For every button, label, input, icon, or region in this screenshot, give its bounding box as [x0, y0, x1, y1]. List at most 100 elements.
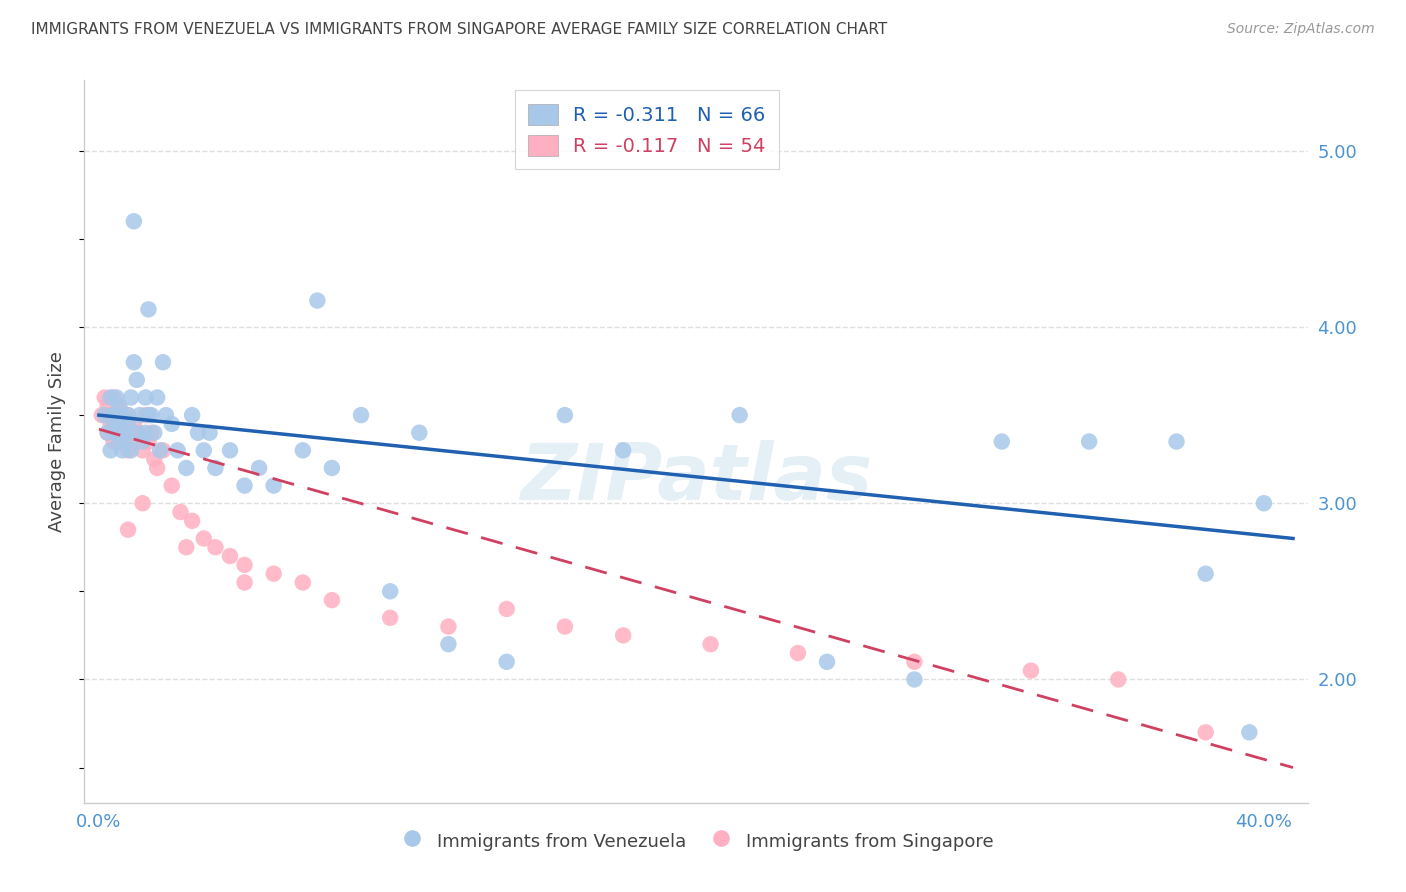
- Point: [181, 408, 204, 422]
- Point: [1239, 725, 1261, 739]
- Point: [233, 478, 256, 492]
- Point: [1195, 566, 1218, 581]
- Point: [169, 505, 191, 519]
- Y-axis label: Average Family Size: Average Family Size: [48, 351, 66, 532]
- Point: [128, 425, 150, 440]
- Point: [728, 408, 751, 422]
- Point: [105, 425, 128, 440]
- Point: [991, 434, 1014, 449]
- Point: [166, 443, 188, 458]
- Point: [138, 408, 160, 422]
- Point: [138, 434, 160, 449]
- Point: [100, 408, 122, 422]
- Point: [131, 496, 153, 510]
- Point: [263, 478, 285, 492]
- Point: [97, 425, 120, 440]
- Point: [135, 391, 157, 405]
- Point: [93, 408, 115, 422]
- Point: [90, 408, 112, 422]
- Point: [120, 425, 142, 440]
- Point: [135, 425, 157, 440]
- Point: [219, 443, 242, 458]
- Point: [108, 434, 131, 449]
- Point: [204, 461, 226, 475]
- Point: [291, 443, 314, 458]
- Point: [380, 611, 402, 625]
- Point: [141, 425, 163, 440]
- Point: [160, 417, 183, 431]
- Point: [1019, 664, 1042, 678]
- Text: ZIPatlas: ZIPatlas: [520, 440, 872, 516]
- Point: [174, 461, 197, 475]
- Point: [219, 549, 242, 563]
- Point: [138, 302, 160, 317]
- Point: [117, 523, 139, 537]
- Point: [495, 602, 517, 616]
- Point: [122, 214, 145, 228]
- Point: [380, 584, 402, 599]
- Point: [233, 558, 256, 572]
- Point: [263, 566, 285, 581]
- Point: [1195, 725, 1218, 739]
- Point: [187, 425, 209, 440]
- Point: [181, 514, 204, 528]
- Point: [114, 434, 136, 449]
- Point: [128, 408, 150, 422]
- Point: [247, 461, 270, 475]
- Point: [554, 408, 576, 422]
- Point: [105, 417, 128, 431]
- Point: [437, 619, 460, 633]
- Point: [699, 637, 721, 651]
- Point: [117, 417, 139, 431]
- Point: [100, 443, 122, 458]
- Point: [193, 443, 215, 458]
- Point: [233, 575, 256, 590]
- Point: [122, 417, 145, 431]
- Point: [105, 425, 128, 440]
- Point: [111, 443, 134, 458]
- Point: [103, 417, 125, 431]
- Point: [103, 408, 125, 422]
- Point: [174, 541, 197, 555]
- Point: [612, 443, 634, 458]
- Point: [108, 417, 131, 431]
- Point: [122, 355, 145, 369]
- Point: [160, 478, 183, 492]
- Point: [114, 434, 136, 449]
- Point: [787, 646, 810, 660]
- Text: Source: ZipAtlas.com: Source: ZipAtlas.com: [1227, 22, 1375, 37]
- Point: [193, 532, 215, 546]
- Point: [100, 417, 122, 431]
- Point: [198, 425, 221, 440]
- Point: [131, 434, 153, 449]
- Point: [100, 391, 122, 405]
- Point: [108, 399, 131, 413]
- Point: [125, 373, 148, 387]
- Point: [1253, 496, 1275, 510]
- Point: [97, 425, 120, 440]
- Point: [117, 408, 139, 422]
- Point: [321, 593, 343, 607]
- Point: [146, 391, 169, 405]
- Point: [815, 655, 838, 669]
- Point: [111, 425, 134, 440]
- Point: [350, 408, 373, 422]
- Point: [321, 461, 343, 475]
- Point: [495, 655, 517, 669]
- Point: [1107, 673, 1129, 687]
- Point: [143, 425, 166, 440]
- Point: [103, 391, 125, 405]
- Point: [143, 452, 166, 467]
- Legend: Immigrants from Venezuela, Immigrants from Singapore: Immigrants from Venezuela, Immigrants fr…: [391, 822, 1001, 859]
- Point: [152, 355, 174, 369]
- Point: [125, 434, 148, 449]
- Point: [291, 575, 314, 590]
- Point: [120, 391, 142, 405]
- Point: [108, 434, 131, 449]
- Point: [149, 443, 172, 458]
- Point: [97, 399, 120, 413]
- Point: [93, 391, 115, 405]
- Point: [554, 619, 576, 633]
- Point: [146, 461, 169, 475]
- Point: [114, 425, 136, 440]
